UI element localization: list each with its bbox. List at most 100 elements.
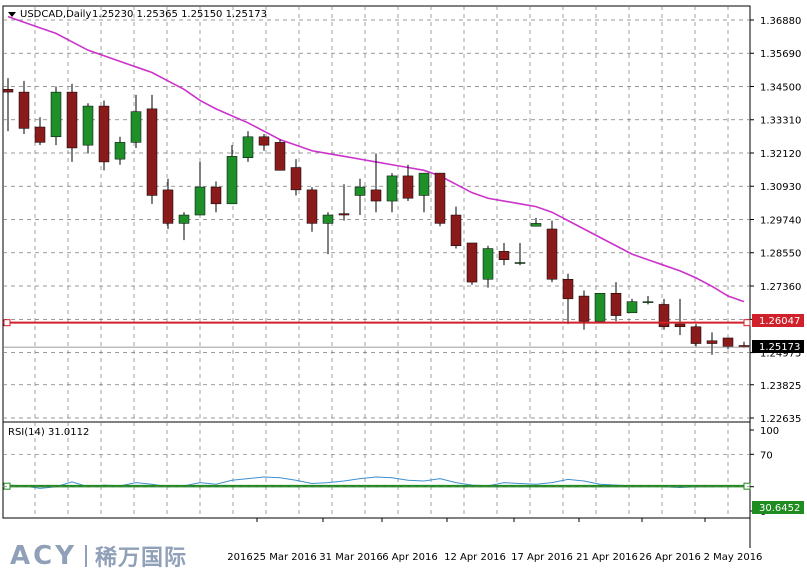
candle [514,242,526,266]
candle-body [2,89,14,93]
candle-body [706,340,718,344]
candle-body [242,136,254,158]
candle [562,273,574,324]
candlestick-series [2,78,750,355]
candle-body [354,186,366,196]
candle-body [114,142,126,160]
red-line-price-badge [752,314,804,327]
candle [642,296,654,305]
candle [434,172,446,227]
price-tick-label: 1.30930 [760,182,801,193]
current-price: 1.25173 [759,342,800,353]
watermark-cn: 稀万国际 [95,546,188,571]
candle [50,86,62,146]
candle [162,178,174,229]
candle-body [514,262,526,264]
rsi-label: RSI(14) 31.0112 [8,427,89,438]
candle-body [274,142,286,171]
date-tick-label: 12 Apr 2016 [444,552,506,563]
candle [706,332,718,355]
candle [690,323,702,347]
date-tick-label-partial: 2016 [227,552,252,563]
candle-body [658,304,670,328]
candle-body [402,175,414,199]
candle [402,164,414,202]
candle [258,133,270,151]
candle [322,212,334,255]
candle [18,80,30,134]
candle [370,153,382,213]
candle-body [594,292,606,322]
rsi-level-badge [752,501,804,514]
price-tick-label: 1.24975 [760,349,801,360]
candle-body [466,242,478,283]
candle [242,131,254,162]
price-tick-label: 1.34500 [760,82,801,93]
candle-body [530,223,542,227]
red-line-handle-left[interactable] [3,319,11,327]
candle [66,83,78,162]
red-line-price: 1.26047 [759,316,800,327]
price-tick-label: 1.28550 [760,249,801,260]
price-tick-label: 1.27360 [760,282,801,293]
candle-body [34,126,46,143]
candle-body [82,105,94,146]
watermark-brand: ACY [10,541,78,571]
date-tick-label: 31 Mar 2016 [319,552,382,563]
candle-body [130,111,142,143]
candle [546,220,558,283]
rsi-level-value: 30.6452 [759,503,800,514]
watermark-divider [85,545,88,567]
grid-lines [3,6,750,518]
date-tick-label: 25 Mar 2016 [253,552,316,563]
rsi-tick-label: 70 [760,450,773,461]
price-tick-label: 1.22635 [760,414,801,425]
ohlc-readout: 1.25230 1.25365 1.25150 1.25173 [92,9,267,20]
candle-body [162,189,174,224]
candle [306,187,318,232]
candle-body [258,136,270,146]
horizontal-lines [3,319,751,348]
symbol-label: USDCAD,Daily [20,9,91,20]
candle-body [690,326,702,344]
candle-body [578,295,590,322]
candle-body [722,337,734,347]
rsi-level-handle-right[interactable] [743,482,751,490]
candle-body [194,186,206,216]
candle [338,184,350,221]
candle [194,161,206,216]
candle-body [498,251,510,260]
date-tick-label: 6 Apr 2016 [382,552,437,563]
price-tick-label: 1.35690 [760,49,801,60]
rsi-series [3,476,751,490]
candle [610,282,622,322]
date-axis-ticks: 25 Mar 2016 31 Mar 2016 6 Apr 2016 12 Apr 2… [227,518,762,563]
candle [498,242,510,266]
candle [34,117,46,146]
candle-body [290,167,302,191]
watermark: ACY 稀万国际 [0,536,228,576]
candle [98,100,110,171]
candle-body [450,214,462,247]
date-tick-label: 2 May 2016 [704,552,763,563]
candle [354,178,366,216]
candle [482,245,494,288]
candle-body [210,186,222,205]
candle [290,159,302,196]
candle-body [418,172,430,196]
price-tick-label: 1.33310 [760,116,801,127]
price-tick-label: 1.29740 [760,215,801,226]
dropdown-triangle-icon[interactable] [8,12,16,17]
price-axis-ticks: 1.36880 1.35690 1.34500 1.33310 1.32120 1.309… [750,16,801,425]
candle-body [434,172,446,224]
candle-body [338,213,350,216]
candle [82,103,94,154]
rsi-level-handle-left[interactable] [3,482,11,490]
candle-body [386,175,398,202]
candle [178,212,190,241]
candle [2,78,14,132]
candle-body [610,292,622,316]
red-line-handle-right[interactable] [743,319,751,327]
candle-body [642,301,654,303]
